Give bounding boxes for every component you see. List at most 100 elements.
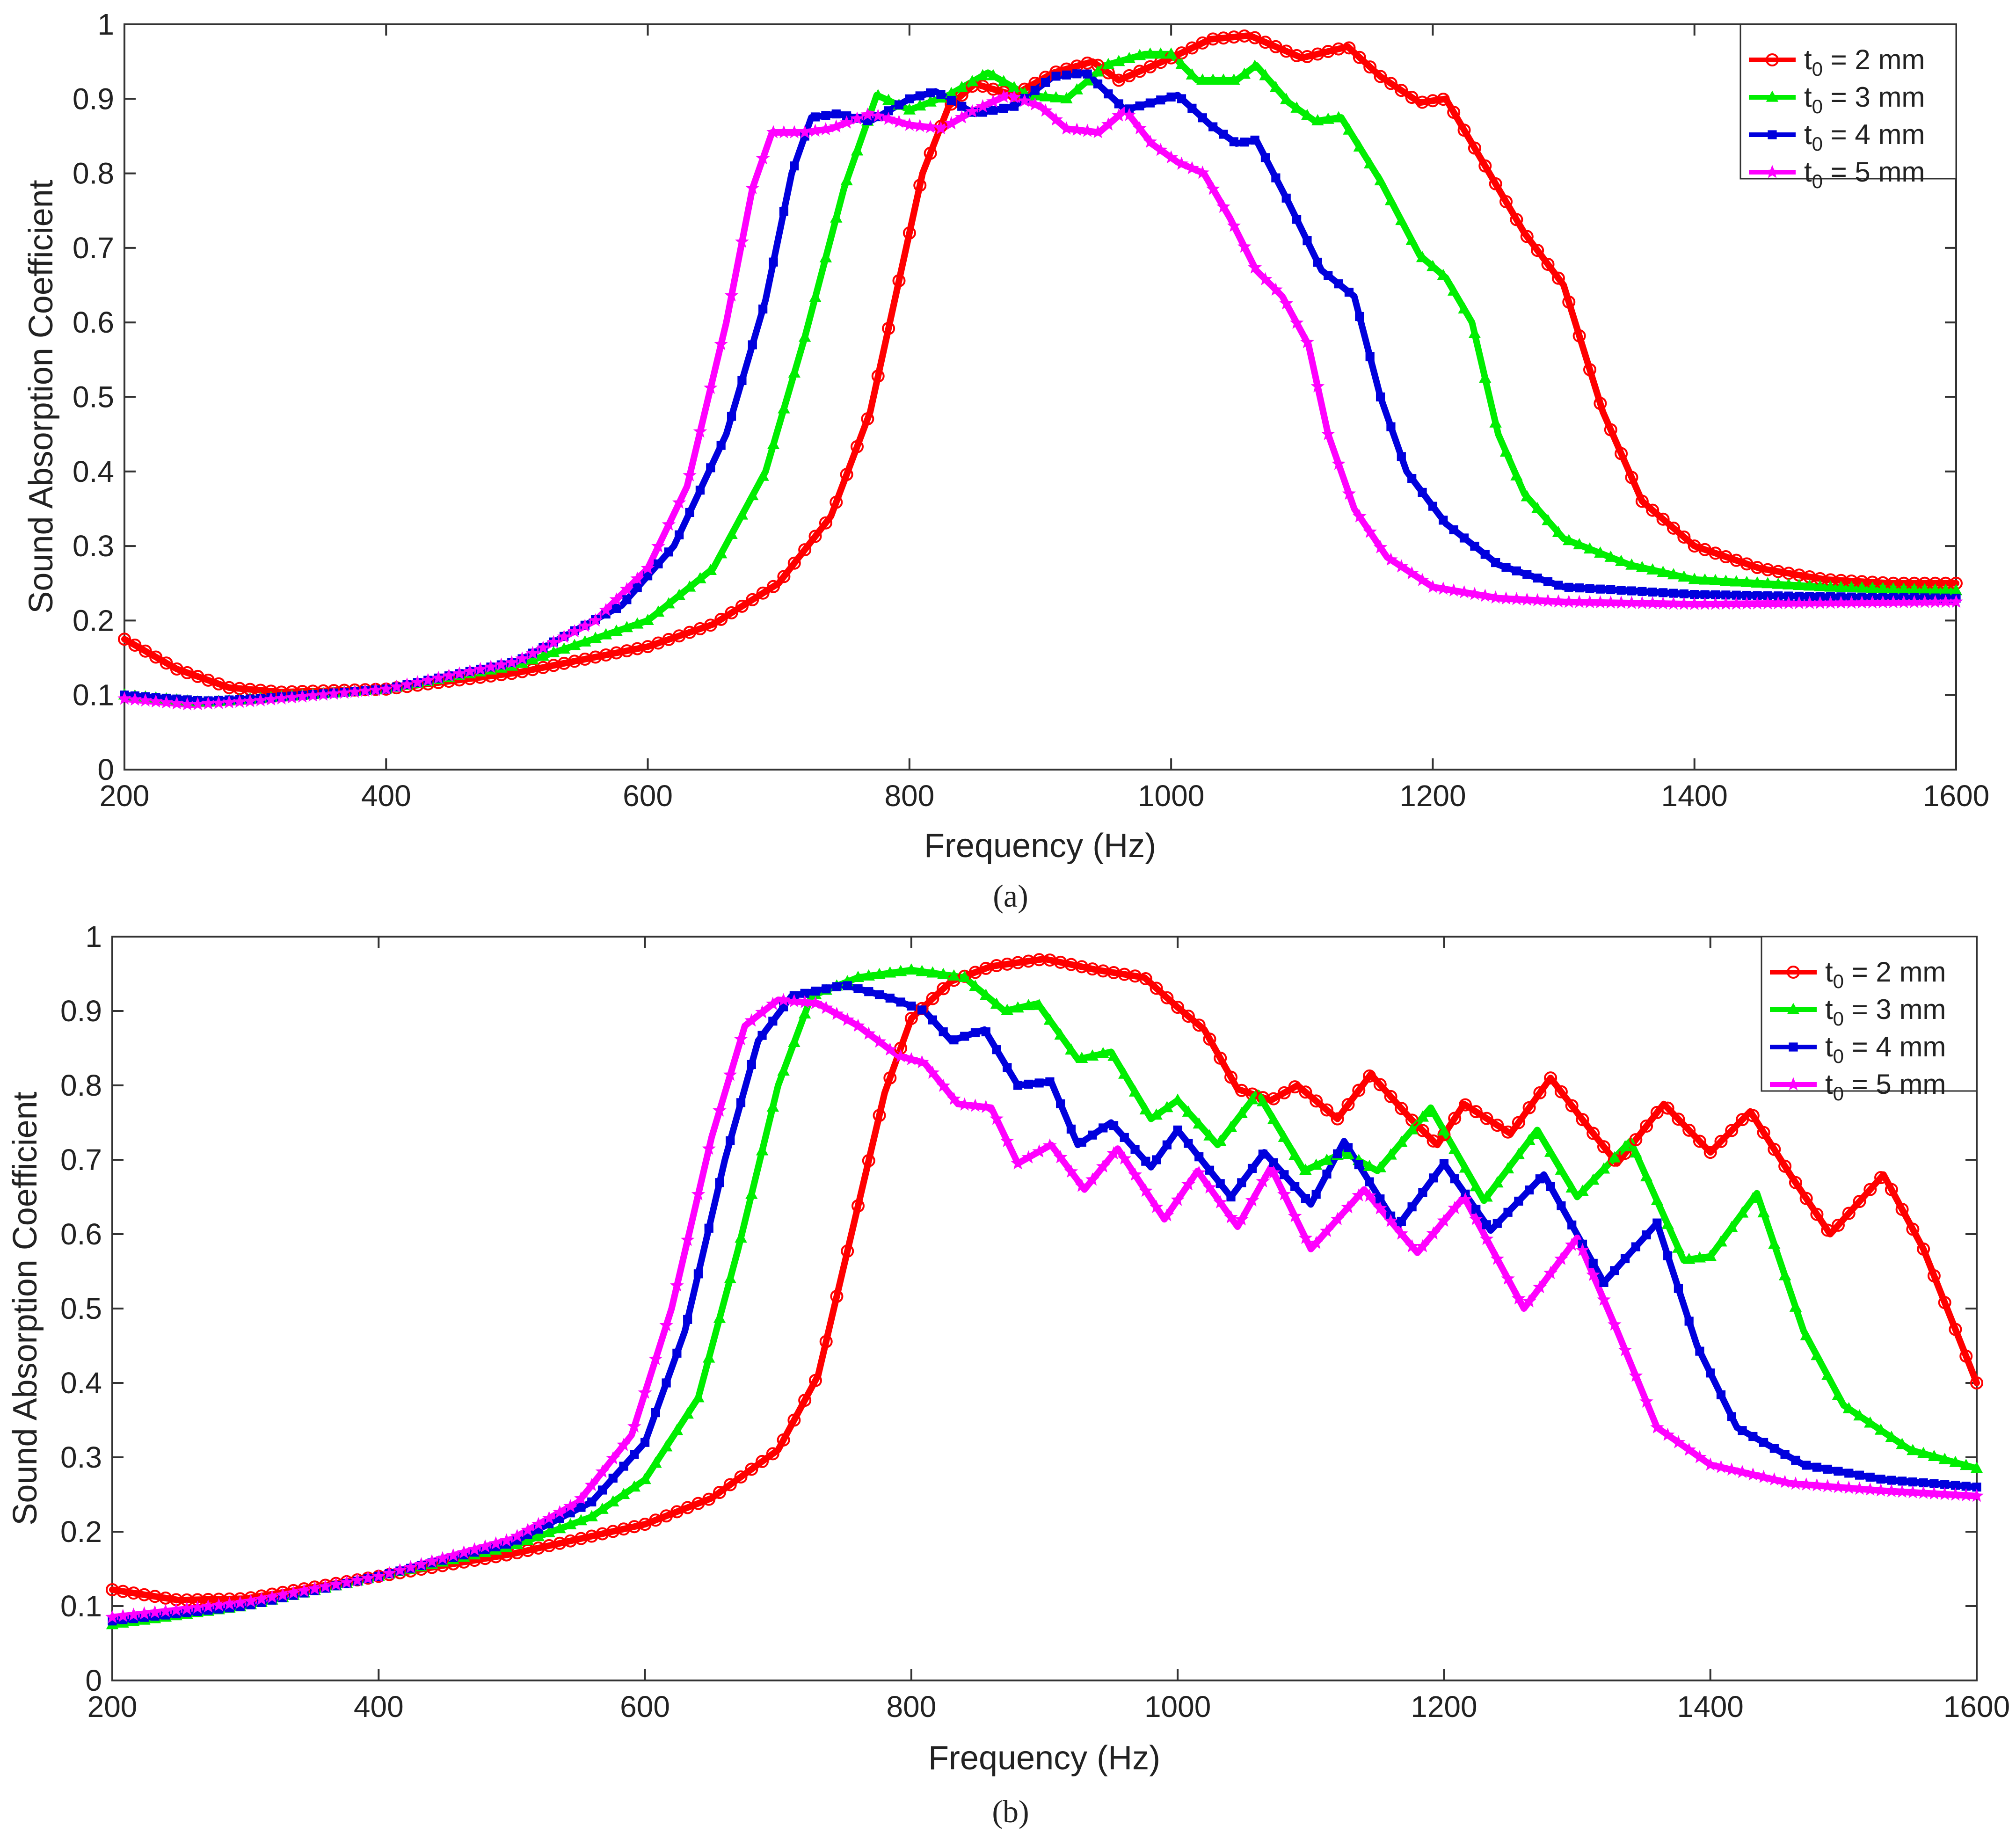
panel-a-series-1-point — [1877, 582, 1889, 593]
panel-a-series-1-point — [704, 563, 717, 575]
panel-a-series-3-point — [599, 603, 613, 616]
panel-a-series-1-point — [558, 642, 570, 654]
panel-a-series-1-point — [809, 291, 822, 302]
panel-a-series-2-point — [1187, 103, 1197, 113]
panel-b-series-1-point — [1043, 1013, 1056, 1025]
panel-a-series-2-point — [1753, 591, 1762, 600]
panel-a-series-3-point — [1248, 260, 1262, 274]
panel-a-series-2-point — [685, 508, 694, 517]
panel-b-series-1-point — [1438, 1124, 1450, 1135]
panel-b-series-1-point — [1651, 1194, 1664, 1206]
panel-b-series-1-point — [947, 969, 961, 981]
panel-b-series-3-point — [1852, 1481, 1867, 1495]
panel-b-series-2-point — [1439, 1159, 1449, 1168]
panel-b-series-2-point — [1376, 1194, 1385, 1204]
panel-b-series-0-point — [1821, 1223, 1834, 1237]
panel-a-series-1-point — [1636, 560, 1649, 572]
panel-a-series-3-point — [1667, 596, 1681, 610]
panel-a-series-3-point — [819, 122, 833, 136]
panel-b-series-0-point — [1501, 1125, 1515, 1139]
panel-b-series-3-point — [1192, 1165, 1206, 1179]
panel-b-series-3-point — [318, 1579, 333, 1593]
panel-b-series-2-point — [939, 1027, 948, 1037]
panel-a-series-3-point — [1143, 134, 1157, 148]
panel-a-series-1-point — [1437, 269, 1449, 280]
panel-a-y-tick-label: 0.3 — [73, 529, 114, 563]
panel-b-series-3-point — [1416, 1239, 1430, 1252]
panel-b-series-3-point — [446, 1548, 460, 1562]
panel-b-series-1-point — [1288, 1149, 1301, 1160]
panel-b-series-2-point — [662, 1378, 671, 1388]
panel-b-series-1-point — [1608, 1151, 1621, 1163]
panel-b-series-0-point — [1160, 991, 1174, 1004]
panel-b-series-3-point — [1970, 1489, 1984, 1502]
panel-a-series-0-point — [892, 274, 906, 287]
panel-b-series-3-point — [542, 1511, 556, 1524]
panel-b-series-3-point — [1512, 1291, 1526, 1305]
panel-a-series-2-point — [1648, 587, 1657, 597]
panel-a-series-1-point — [1049, 91, 1063, 102]
panel-b-series-1-point — [521, 1534, 534, 1545]
panel-a-y-axis-label: Sound Absorption Coefficient — [22, 180, 60, 613]
panel-b-series-0-point — [1416, 1124, 1429, 1137]
panel-b-series-1-point — [1928, 1450, 1941, 1462]
panel-b-series-2-point — [907, 1001, 916, 1011]
panel-a-series-3-point — [913, 119, 927, 132]
panel-b-series-3-point — [808, 996, 822, 1010]
panel-b-series-2-point — [1450, 1174, 1459, 1184]
panel-b-series-0-point — [1810, 1207, 1824, 1221]
panel-a-series-2-point — [1072, 69, 1082, 79]
panel-b-y-tick-label: 0.4 — [60, 1366, 102, 1400]
panel-b-series-0-point — [1448, 1112, 1462, 1125]
panel-b-legend-box — [1761, 936, 1978, 1092]
panel-b-series-0-point — [1458, 1098, 1472, 1112]
panel-b-series-3-point — [1234, 1212, 1249, 1226]
panel-a-series-1-point — [1144, 47, 1157, 59]
panel-a-plot-frame — [124, 23, 1957, 771]
panel-b-series-3-point — [1533, 1280, 1547, 1294]
panel-a-series-3-point — [557, 629, 571, 643]
panel-a-series-3-point — [902, 117, 917, 131]
panel-b-series-2-point — [1557, 1201, 1566, 1211]
panel-b-series-3-point — [702, 1142, 716, 1155]
panel-b-series-1-point — [1107, 1049, 1120, 1061]
panel-b-series-2-point — [576, 1503, 586, 1512]
panel-b-y-tick-label: 0.3 — [60, 1440, 102, 1474]
panel-b-series-2-point — [1077, 1137, 1086, 1147]
panel-b-y-tick-label: 0.1 — [60, 1589, 102, 1623]
panel-b-legend-entry-0: t0 = 2 mm — [1770, 956, 1946, 992]
panel-b-series-2-point — [992, 1045, 1001, 1055]
panel-a-series-3-point — [285, 690, 299, 704]
panel-b-series-3-point — [1032, 1144, 1046, 1158]
panel-a-series-3-point — [714, 337, 728, 350]
panel-a-series-3-point — [327, 686, 341, 700]
panel-b-series-1-point — [884, 966, 896, 978]
panel-b-series-3-point — [467, 1542, 482, 1556]
panel-b-series-3-point — [1778, 1475, 1792, 1488]
panel-a-series-markers-2 — [120, 69, 1961, 705]
panel-b-series-3-point — [670, 1278, 684, 1292]
panel-a-series-2-point — [654, 559, 663, 568]
panel-b-series-3-point — [563, 1499, 577, 1513]
panel-a-series-3-point — [1614, 596, 1628, 609]
panel-b-series-2-point — [928, 1015, 937, 1025]
panel-a-series-3-point — [1488, 590, 1503, 604]
panel-b-series-2-point — [1802, 1461, 1811, 1470]
panel-a-series-1-point — [725, 528, 738, 539]
panel-a-series-3-point — [1070, 123, 1084, 136]
panel-b-series-0-point — [1565, 1099, 1579, 1113]
panel-a-legend-label-3: t0 = 5 mm — [1804, 156, 1925, 192]
panel-b-series-1-point — [905, 963, 918, 975]
panel-b-series-1-point — [532, 1530, 545, 1542]
panel-b-series-3-point — [297, 1584, 311, 1597]
panel-b-series-2-point — [1290, 1182, 1300, 1191]
panel-b-series-1-point — [1299, 1164, 1312, 1175]
panel-a-series-1-point — [1332, 111, 1345, 123]
panel-b-series-2-point — [1482, 1220, 1492, 1229]
panel-a-series-2-point — [1208, 122, 1218, 131]
panel-a-series-1-point — [757, 469, 769, 481]
panel-b-series-3-point — [116, 1608, 130, 1622]
panel-b-series-2-point — [811, 986, 820, 996]
panel-a-series-3-point — [211, 696, 226, 709]
panel-b-series-1-point — [1587, 1173, 1600, 1185]
